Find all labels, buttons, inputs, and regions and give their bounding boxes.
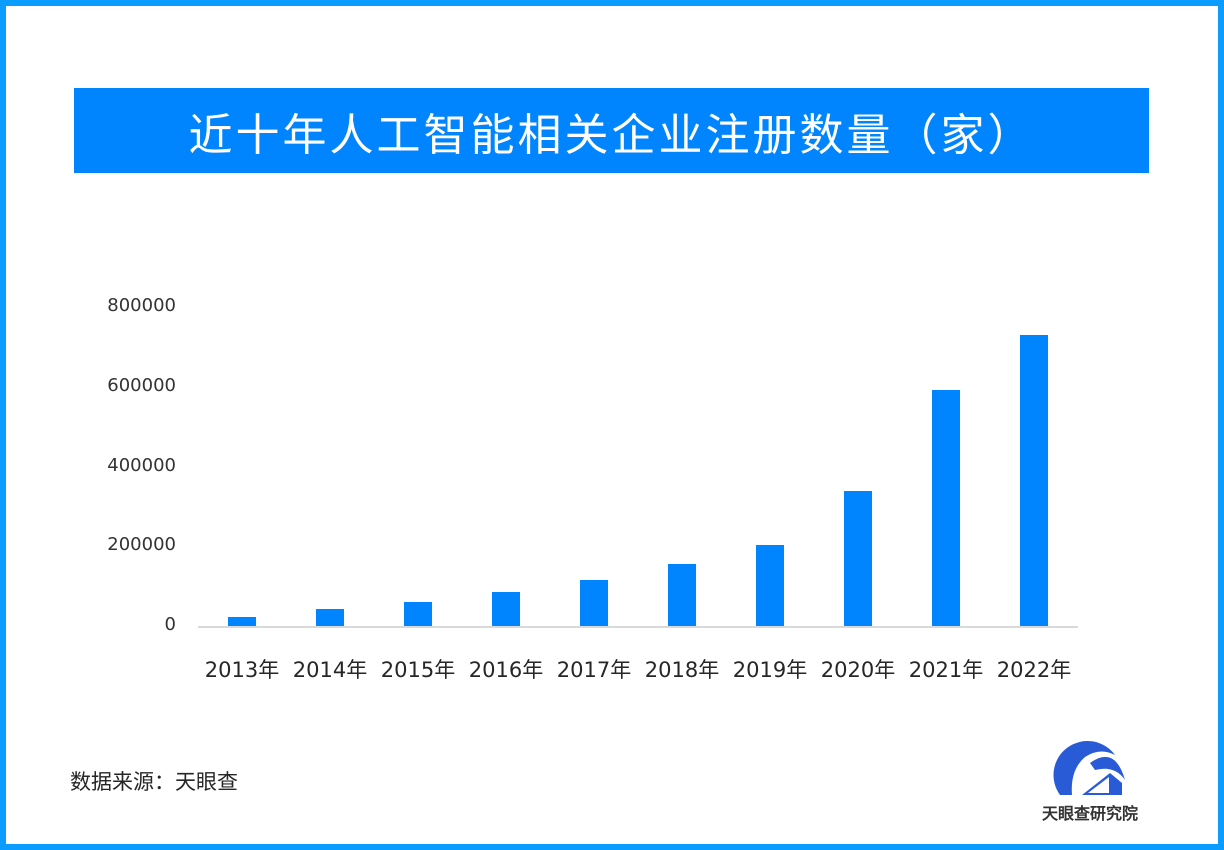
bar xyxy=(492,592,520,626)
bar xyxy=(668,564,696,626)
data-source: 数据来源：天眼查 xyxy=(70,770,238,794)
x-tick-label: 2018年 xyxy=(644,658,720,682)
y-tick-label: 400000 xyxy=(107,454,176,476)
title-band: 近十年人工智能相关企业注册数量（家） xyxy=(74,88,1149,173)
logo-text: 天眼查研究院 xyxy=(1041,804,1138,823)
bar xyxy=(580,580,608,626)
x-tick-label: 2022年 xyxy=(996,658,1072,682)
x-tick-label: 2013年 xyxy=(204,658,280,682)
bar xyxy=(932,389,960,626)
y-tick-label: 600000 xyxy=(107,374,176,396)
x-tick-label: 2016年 xyxy=(468,658,544,682)
x-tick-label: 2017年 xyxy=(556,658,632,682)
bar xyxy=(1020,334,1048,626)
y-tick-label: 800000 xyxy=(107,295,176,316)
bar xyxy=(756,545,784,626)
y-tick-label: 200000 xyxy=(107,534,176,556)
x-tick-label: 2020年 xyxy=(820,658,896,682)
bar xyxy=(844,490,872,626)
y-tick-label: 0 xyxy=(164,614,176,635)
x-tick-label: 2015年 xyxy=(380,658,456,682)
tianyancha-logo-icon xyxy=(1053,740,1125,795)
bar xyxy=(404,602,432,626)
chart-title: 近十年人工智能相关企业注册数量（家） xyxy=(188,109,1035,161)
x-tick-label: 2021年 xyxy=(908,658,984,682)
x-tick-label: 2014年 xyxy=(292,658,368,682)
x-tick-label: 2019年 xyxy=(732,658,808,682)
bar xyxy=(316,608,344,626)
bar xyxy=(228,616,256,626)
x-axis-line xyxy=(198,626,1078,628)
